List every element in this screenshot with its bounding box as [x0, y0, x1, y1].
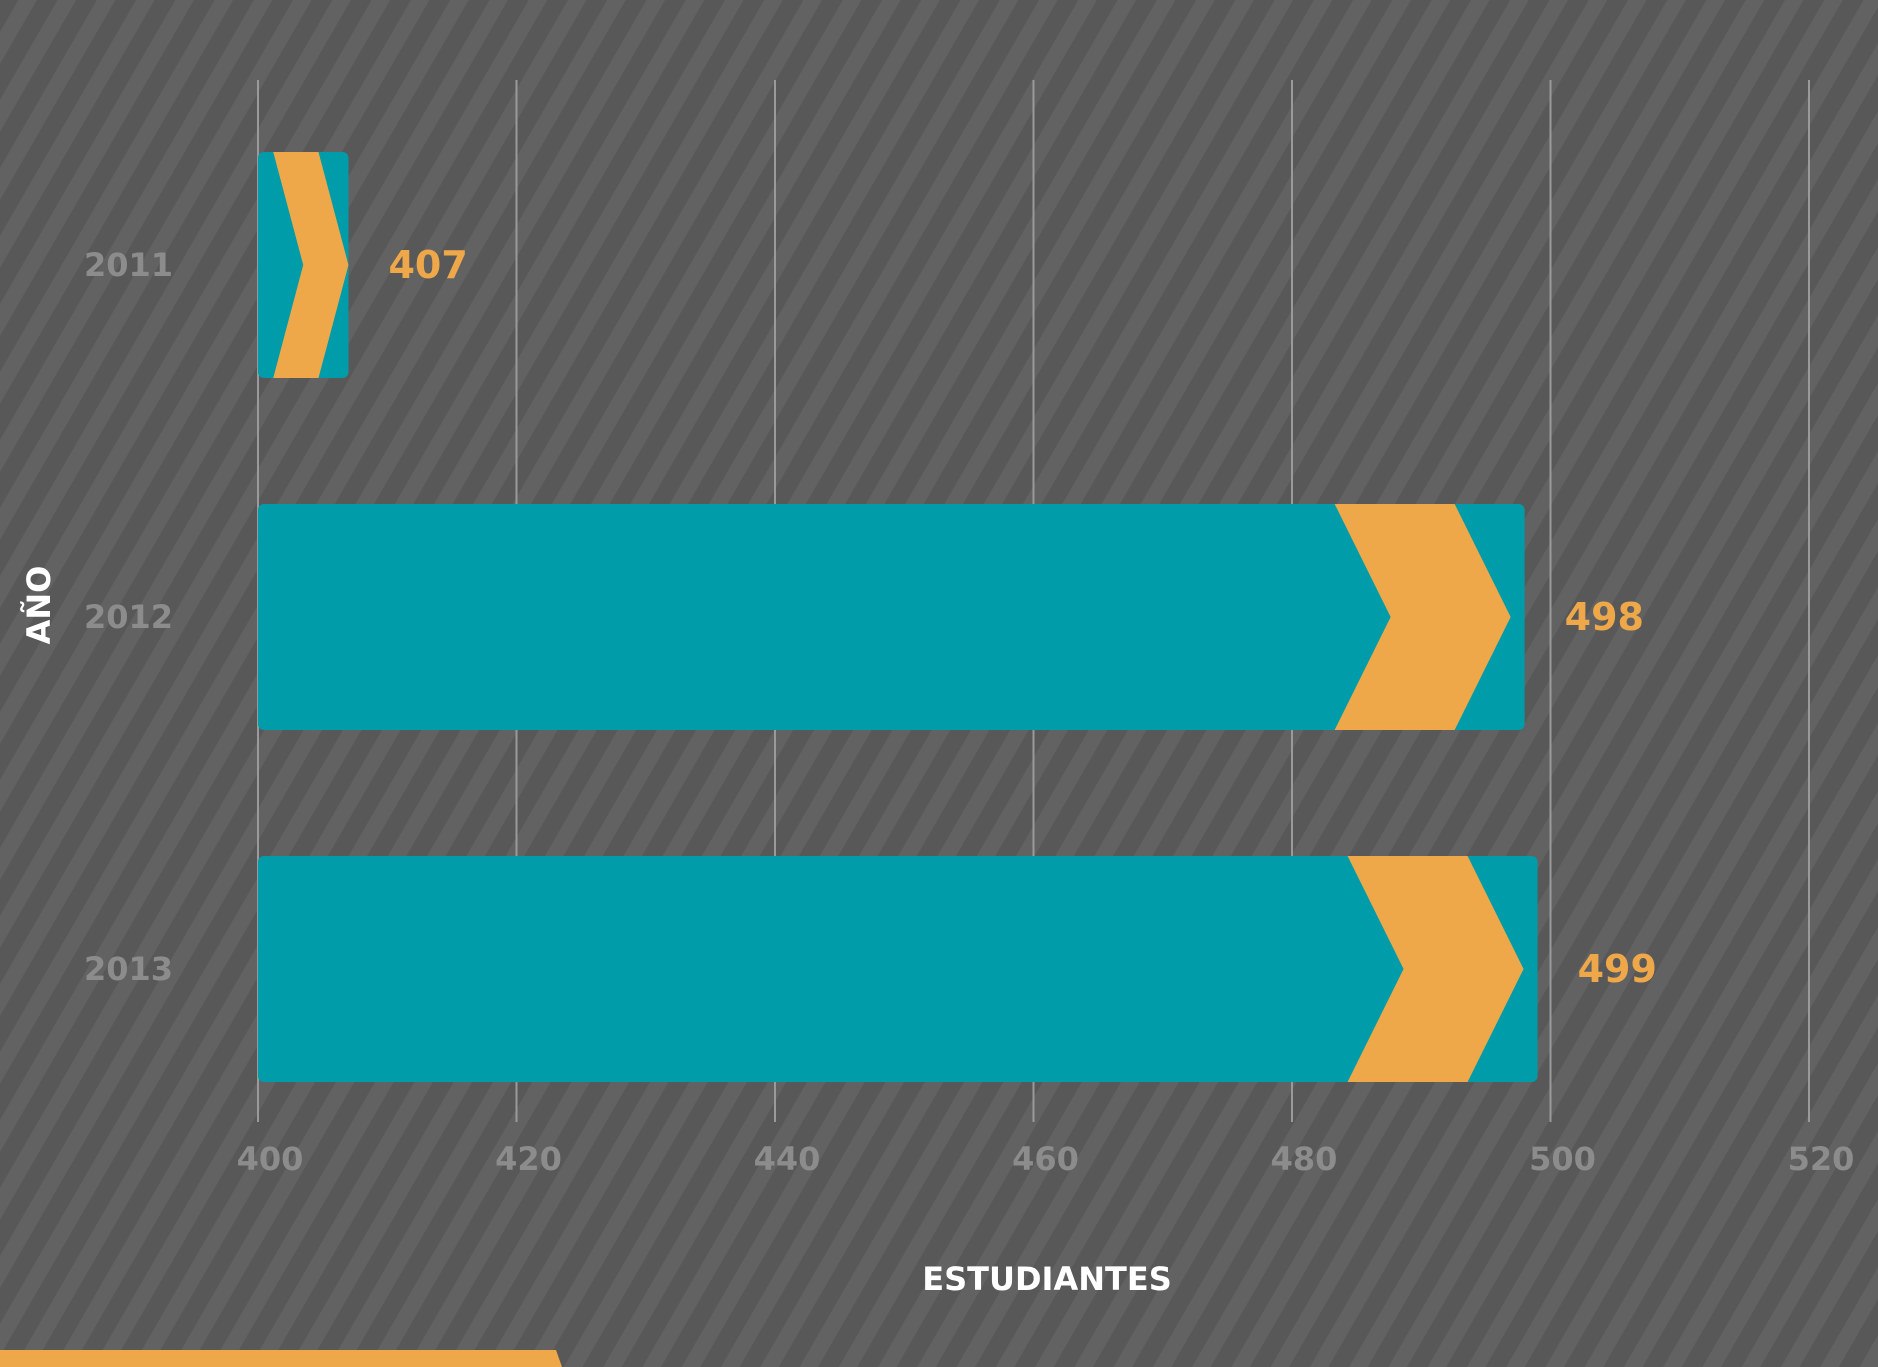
- bar-2013: [258, 856, 1538, 1082]
- footer-accent-bar: [0, 1350, 562, 1367]
- x-tick-label-480: 480: [1271, 1140, 1338, 1178]
- x-tick-label-440: 440: [754, 1140, 821, 1178]
- x-tick-label-400: 400: [237, 1140, 304, 1178]
- bar-chevron-2012: [1334, 504, 1511, 730]
- x-tick-labels: 400 420 440 460 480 500 520: [237, 1140, 1855, 1178]
- value-label-2012: 498: [1565, 595, 1644, 639]
- x-tick-label-500: 500: [1529, 1140, 1596, 1178]
- y-axis-title: AÑO: [20, 566, 58, 645]
- x-axis-title: ESTUDIANTES: [922, 1260, 1171, 1298]
- x-tick-label-520: 520: [1788, 1140, 1855, 1178]
- category-label-2012: 2012: [84, 598, 173, 636]
- value-label-2011: 407: [388, 243, 467, 287]
- category-label-2011: 2011: [84, 246, 173, 284]
- bar-chevron-2013: [1347, 856, 1524, 1082]
- category-labels: 2011 2012 2013: [84, 246, 173, 988]
- bars: 407 498 499: [258, 152, 1657, 1082]
- bar-2012: [258, 504, 1525, 730]
- x-tick-label-460: 460: [1012, 1140, 1079, 1178]
- value-label-2013: 499: [1578, 947, 1657, 991]
- x-tick-label-420: 420: [495, 1140, 562, 1178]
- bar-chevron-2011: [273, 152, 349, 378]
- category-label-2013: 2013: [84, 950, 173, 988]
